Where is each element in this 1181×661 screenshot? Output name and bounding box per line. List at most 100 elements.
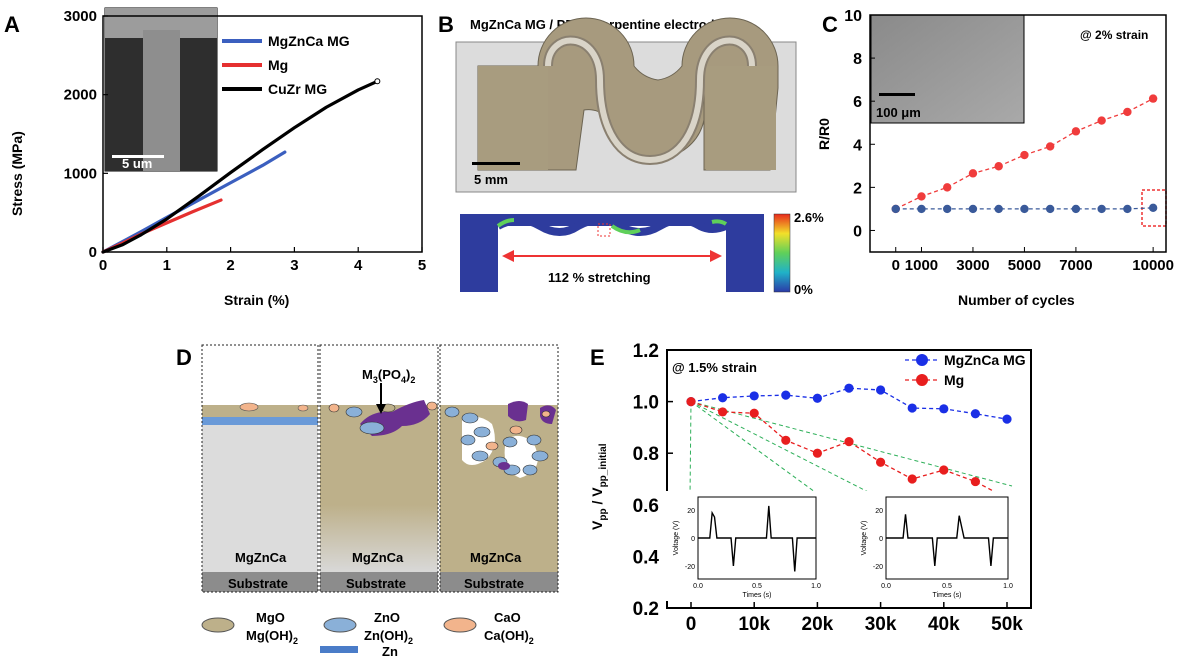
panel-a-ytick-label: 0	[89, 244, 97, 261]
panel-e-inset-xtick-label: 0.0	[693, 583, 703, 590]
panel-e-data-point	[718, 407, 728, 417]
panel-c-data-point	[917, 204, 926, 214]
panel-c-data-point	[968, 169, 978, 178]
cao-label-2: Ca(OH)2	[484, 628, 534, 646]
panel-e-data-point	[844, 383, 854, 393]
corrosion-stage-3: MgZnCa Substrate	[439, 344, 559, 593]
panel-a-xtick-label: 1	[163, 257, 171, 274]
panel-e-data-point	[1002, 414, 1012, 424]
panel-label-a: A	[4, 12, 20, 37]
panel-e-xtick-label: 40k	[928, 614, 960, 635]
panel-c-series-line	[895, 98, 1154, 210]
panel-c-annotation: @ 2% strain	[1080, 28, 1148, 42]
panel-e-xtick-label: 20k	[802, 614, 834, 635]
panel-c-chart: 100 μm @ 2% strain R/R0 Number of cycles…	[816, 8, 1174, 308]
panel-a-xlabel: Strain (%)	[224, 292, 289, 308]
colorbar-max-label: 2.6%	[794, 210, 824, 225]
panel-a-xtick-label: 4	[354, 257, 363, 274]
panel-e-legend-marker	[916, 374, 928, 386]
colorbar-min-label: 0%	[794, 282, 813, 297]
panel-a-chart: 5 um Stress (MPa) Strain (%) 0 1 2 3 4 5 0 1000…	[9, 7, 426, 308]
panel-e-ytick-label: 0.6	[633, 496, 659, 517]
panel-a-xtick-label: 0	[99, 257, 107, 274]
panel-e-inset-xtick-label: 1.0	[1003, 583, 1013, 590]
panel-c-data-point	[1123, 107, 1132, 117]
panel-e-data-point	[939, 465, 949, 475]
panel-e-inset-waveform	[886, 514, 1008, 566]
panel-c-data-point	[1020, 150, 1029, 160]
panel-a-xtick-label: 5	[418, 257, 426, 274]
panel-e-annotation: @ 1.5% strain	[672, 360, 757, 375]
panel-a-legend-label: MgZnCa MG	[268, 33, 350, 49]
cao-swatch	[443, 617, 477, 633]
panel-e-inset-ytick-label: 0	[879, 536, 883, 543]
panel-e-inset-xlabel: Times (s)	[743, 592, 772, 599]
panel-a-ylabel: Stress (MPa)	[9, 131, 25, 216]
corrosion-stage-2: M3(PO4)2 MgZnCa Substrate	[319, 344, 439, 593]
panel-c-xtick-label: 3000	[956, 257, 989, 274]
panel-c-data-point	[1148, 203, 1158, 213]
cao-label-1: CaO	[494, 610, 521, 625]
panel-e-inset-ytick-label: -20	[873, 564, 883, 571]
panel-a-inset-scale-label: 5 um	[122, 156, 152, 171]
panel-e-data-point	[939, 404, 949, 414]
panel-e-plot-frame	[666, 349, 1032, 609]
panel-e-series-line	[690, 400, 1008, 499]
panel-e-inset-ylabel: Voltage (V)	[861, 521, 868, 556]
panel-a-inset-image: 5 um	[104, 7, 218, 172]
panel-a-ytick-label: 3000	[64, 8, 97, 25]
panel-c-xtick-label: 5000	[1008, 257, 1041, 274]
panel-c-ytick-label: 8	[853, 51, 862, 68]
panel-a-legend-label: Mg	[268, 57, 288, 73]
mgo-label-2: Mg(OH)2	[246, 628, 298, 646]
panel-a-xtick-label: 3	[290, 257, 298, 274]
panel-e-data-point	[718, 393, 728, 403]
panel-e-inset-xtick-label: 1.0	[811, 583, 821, 590]
panel-e-ytick-label: 0.2	[633, 599, 659, 620]
panel-e-zoom-line	[690, 401, 879, 498]
panel-e-inset-ytick-label: 0	[691, 536, 695, 543]
panel-e-zoom-line	[689, 401, 692, 498]
panel-c-data-point	[994, 162, 1003, 171]
panel-e-inset-ytick-label: 20	[875, 508, 883, 515]
panel-e-data-point	[749, 408, 759, 418]
mgo-label-1: MgO	[256, 610, 285, 625]
panel-e-data-point	[876, 385, 886, 395]
panel-c-ytick-label: 6	[853, 94, 862, 111]
panel-e-inset-xtick-label: 0.5	[752, 583, 762, 590]
panel-e-data-point	[907, 403, 917, 413]
panel-c-data-point	[917, 192, 926, 201]
panel-d-legend: MgO Mg(OH)2 ZnO Zn(OH)2 CaO Ca(OH)2 Zn	[201, 610, 534, 659]
panel-e-xtick-label: 30k	[865, 614, 897, 635]
layer-label-2: MgZnCa	[352, 550, 404, 565]
panel-c-ylabel: R/R0	[816, 118, 832, 150]
panel-e-legend-label: Mg	[944, 372, 964, 388]
zno-swatch	[323, 617, 357, 633]
panel-e-inset-ytick-label: -20	[685, 564, 695, 571]
panel-e-series-line	[690, 387, 1008, 420]
panel-b-photo: 5 mm	[455, 17, 797, 193]
panel-c-data-point	[1045, 142, 1055, 151]
panel-e-data-point	[844, 436, 854, 447]
panel-c-inset-scale-label: 100 μm	[876, 105, 921, 120]
panel-e-legend-label: MgZnCa MG	[944, 352, 1026, 368]
panel-c-xlabel: Number of cycles	[958, 292, 1075, 308]
panel-c-data-point	[1071, 127, 1081, 136]
panel-c-xtick-label: 0	[892, 257, 900, 274]
panel-e-xtick-label: 0	[686, 614, 697, 635]
panel-e-data-point	[970, 409, 981, 419]
panel-e-inset-xlabel: Times (s)	[933, 592, 962, 599]
substrate-label-2: Substrate	[346, 576, 406, 591]
layer-label-3: MgZnCa	[470, 550, 522, 565]
panel-c-data-point	[1123, 204, 1132, 214]
panel-c-ylabel-text: R/R0	[816, 118, 832, 150]
panel-e-chart: @ 1.5% strain Vpp / Vpp_initial 0 10k 20k 3…	[589, 341, 1032, 635]
panel-e-inset-xtick-label: 0.0	[881, 583, 891, 590]
panel-label-e: E	[590, 345, 605, 370]
panel-b-stretch-label: 112 % stretching	[548, 270, 651, 285]
panel-e-xtick-label: 50k	[991, 614, 1023, 635]
panel-e-data-point	[781, 435, 791, 445]
panel-c-data-point	[1097, 204, 1106, 214]
zn-label: Zn	[382, 644, 398, 659]
panel-e-data-point	[907, 474, 917, 484]
